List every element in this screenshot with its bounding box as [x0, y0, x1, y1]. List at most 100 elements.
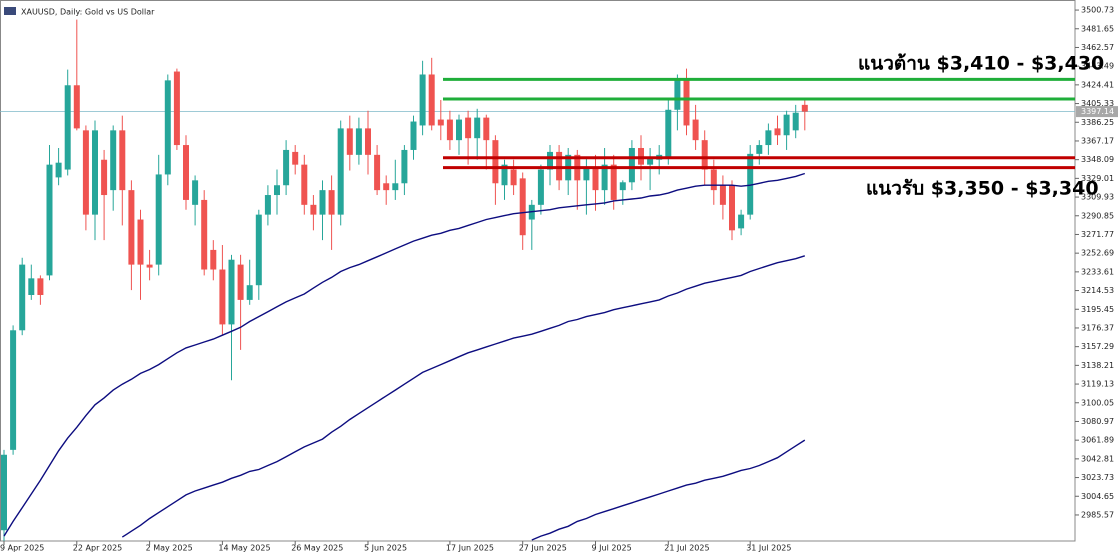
candle-body [456, 119, 462, 141]
candle-body [765, 130, 772, 146]
y-tick-label: 3119.13 [1081, 380, 1114, 389]
level-annotation: แนวต้าน $3,410 - $3,430 [858, 53, 1104, 75]
y-tick-label: 3214.53 [1081, 286, 1114, 295]
y-tick-label: 3042.81 [1081, 454, 1114, 463]
candle-body [674, 80, 681, 110]
candle-body [201, 199, 208, 270]
candle-body [601, 164, 608, 191]
candle-body [173, 71, 180, 146]
candle-body [92, 130, 98, 215]
last-price-label: 3397.14 [1081, 107, 1114, 116]
candle-body [474, 117, 481, 139]
candle-body [701, 140, 708, 170]
candle-body [128, 190, 135, 265]
candle-body [292, 151, 299, 165]
x-tick-label: 9 Jul 2025 [592, 544, 632, 553]
y-tick-label: 3080.97 [1081, 417, 1114, 426]
y-tick-label: 3271.77 [1081, 230, 1114, 239]
y-tick-label: 3386.25 [1081, 118, 1114, 127]
candle-body [610, 164, 617, 200]
x-tick-label: 31 Jul 2025 [746, 544, 791, 553]
candle-body [319, 190, 326, 215]
candle-body [264, 195, 271, 215]
candle-body [738, 214, 745, 229]
candle-body [492, 140, 499, 184]
candle-body [255, 214, 262, 286]
y-tick-label: 3176.37 [1081, 323, 1114, 332]
x-tick-label: 5 Jun 2025 [364, 544, 407, 553]
candle-body [346, 128, 353, 155]
x-tick-label: 22 Apr 2025 [73, 544, 122, 553]
x-tick-label: 27 Jun 2025 [519, 544, 567, 553]
candle-body [592, 167, 599, 191]
candle-body [410, 121, 417, 150]
x-tick-label: 2 May 2025 [146, 544, 193, 553]
candle-body [747, 153, 754, 215]
level-annotation: แนวรับ $3,350 - $3,340 [866, 178, 1099, 200]
x-tick-label: 21 Jul 2025 [664, 544, 709, 553]
candle-body [301, 164, 308, 205]
candle-body [729, 185, 735, 231]
candle-body [583, 167, 590, 181]
candle-body [183, 145, 189, 200]
y-tick-label: 3023.73 [1081, 473, 1114, 482]
last-price-tag [1076, 106, 1118, 118]
candle-body [428, 74, 435, 126]
plot-frame [0, 0, 1076, 542]
candle-body [73, 85, 80, 129]
candle-body [246, 285, 253, 300]
candle-body [274, 185, 280, 196]
candle-body [219, 269, 226, 325]
candle-body [137, 219, 144, 265]
candle-body [55, 162, 62, 178]
candle-body [328, 190, 335, 215]
y-tick-label: 3138.21 [1081, 361, 1114, 370]
candle-body [155, 174, 162, 265]
y-tick-label: 3405.33 [1081, 99, 1114, 108]
candle-body [237, 264, 244, 300]
y-tick-label: 3233.61 [1081, 267, 1114, 276]
candle-body [501, 164, 508, 186]
candle-body [383, 183, 390, 191]
y-tick-label: 3462.57 [1081, 43, 1114, 52]
candle-body [337, 128, 344, 215]
candle-body [101, 159, 108, 196]
candle-body [783, 114, 790, 136]
candle-body [192, 180, 199, 205]
candle-body [310, 204, 317, 215]
candle-body [619, 182, 626, 191]
candle-body [419, 74, 426, 126]
y-tick-label: 3348.09 [1081, 155, 1114, 164]
symbol-icon [4, 7, 16, 15]
candle-body [392, 183, 399, 191]
candle-body [792, 112, 799, 131]
candle-body [774, 128, 781, 136]
candle-body [519, 178, 526, 236]
candle-body [401, 149, 408, 184]
y-tick-label: 3481.65 [1081, 24, 1114, 33]
candle-body [510, 169, 517, 186]
candle-body [119, 130, 126, 191]
y-tick-label: 3500.73 [1081, 6, 1114, 15]
candle-body [483, 117, 490, 141]
y-tick-label: 3367.17 [1081, 136, 1114, 145]
candle-body [1, 454, 7, 531]
x-tick-label: 17 Jun 2025 [446, 544, 494, 553]
y-tick-label: 2985.57 [1081, 510, 1114, 519]
candle-body [19, 264, 26, 331]
candle-body [64, 85, 71, 170]
y-tick-label: 3252.69 [1081, 249, 1114, 258]
candle-body [628, 147, 635, 183]
candle-body [228, 259, 235, 325]
candle-body [110, 130, 117, 191]
candle-body [692, 119, 699, 141]
moving-average-line [3, 172, 806, 537]
y-tick-label: 3195.45 [1081, 305, 1114, 314]
y-tick-label: 3061.89 [1081, 436, 1114, 445]
moving-average-line [531, 439, 806, 541]
candle-body [82, 130, 89, 215]
candle-body [10, 330, 17, 450]
candle-body [355, 128, 362, 155]
